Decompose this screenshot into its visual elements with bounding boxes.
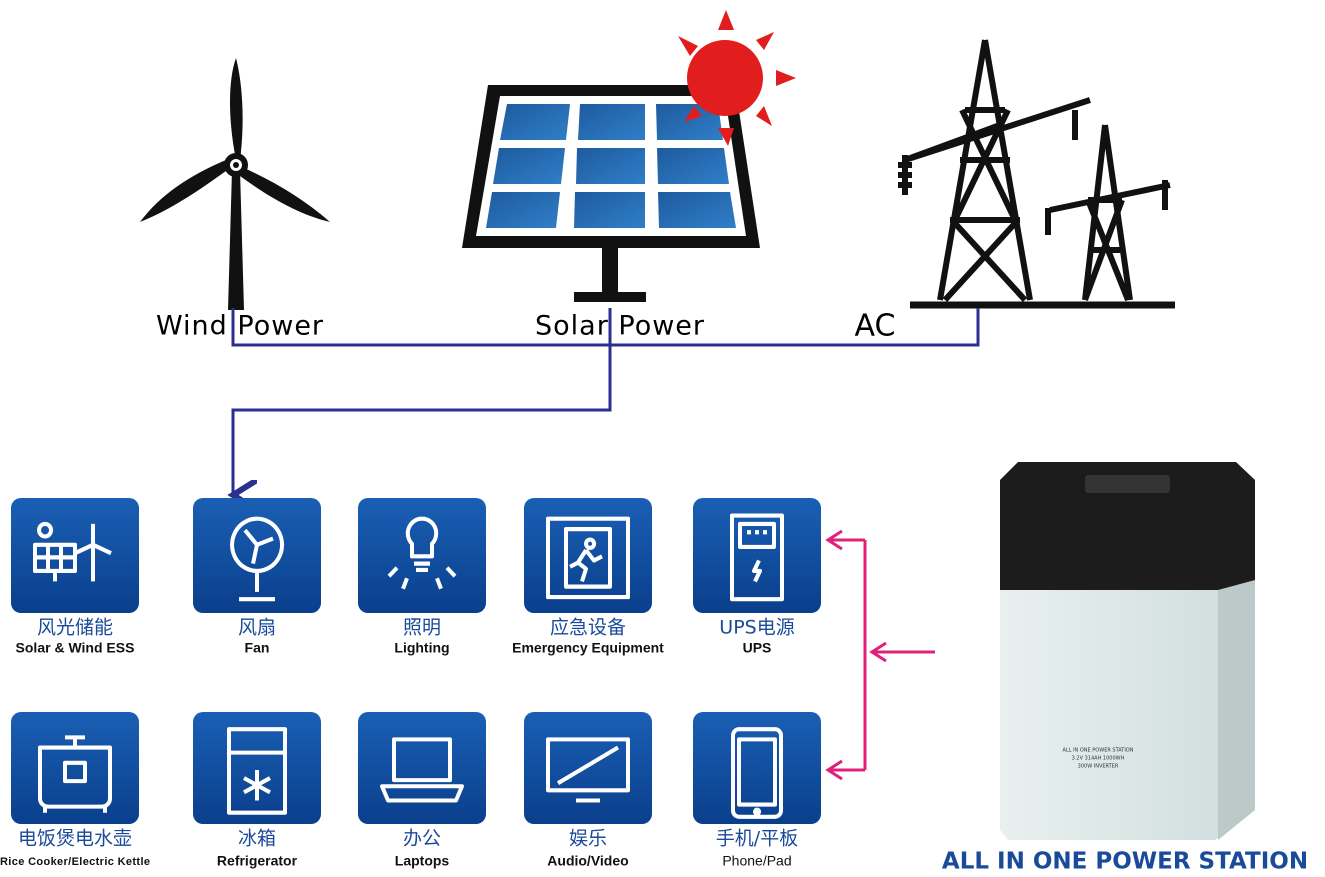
device-tile: 冰箱 Refrigerator: [193, 712, 321, 869]
device-name-en: Rice Cooker/Electric Kettle: [0, 856, 150, 868]
tile-bg: [358, 712, 486, 824]
device-name-zh: 应急设备: [550, 617, 626, 639]
source-label: Wind Power: [156, 311, 324, 342]
source-label: AC: [855, 309, 896, 344]
product-label: ALL IN ONE POWER STATION: [1062, 748, 1133, 754]
wind-turbine: [140, 58, 330, 310]
solar-panel: [462, 85, 760, 302]
device-name-en: Phone/Pad: [722, 853, 791, 869]
power-station: ALL IN ONE POWER STATION 3.2V 314AH 1000…: [1000, 462, 1255, 840]
device-name-zh: 电饭煲电水壶: [18, 828, 132, 850]
device-name-zh: UPS电源: [719, 617, 794, 639]
power-towers: [898, 40, 1175, 305]
device-name-zh: 办公: [403, 828, 441, 850]
device-tile: 手机/平板 Phone/Pad: [693, 712, 821, 869]
device-tile: 办公 Laptops: [358, 712, 486, 869]
device-name-en: Lighting: [394, 640, 449, 656]
device-name-en: Refrigerator: [217, 853, 298, 869]
device-name-en: Audio/Video: [547, 853, 628, 869]
product-title: ALL IN ONE POWER STATION: [942, 849, 1308, 875]
device-name-en: UPS: [743, 640, 772, 656]
device-tile: 电饭煲电水壶 Rice Cooker/Electric Kettle: [0, 712, 150, 868]
product-label: 3.2V 314AH 1000WH: [1072, 756, 1125, 762]
device-name-en: Emergency Equipment: [512, 640, 664, 656]
device-name-zh: 风光储能: [37, 617, 113, 639]
device-name-zh: 照明: [403, 617, 441, 639]
device-name-zh: 冰箱: [238, 828, 276, 850]
product-label: 300W INVERTER: [1078, 764, 1119, 770]
device-name-en: Laptops: [395, 853, 450, 869]
device-name-en: Solar & Wind ESS: [16, 640, 135, 656]
source-label: Solar Power: [535, 311, 705, 342]
device-name-zh: 手机/平板: [716, 828, 798, 850]
device-tile: 娱乐 Audio/Video: [524, 712, 652, 869]
tile-bg: [524, 712, 652, 824]
output-arrows: [828, 531, 935, 779]
diagram: Wind Power Solar Power AC 风光储能Solar & Wi…: [0, 0, 1325, 877]
device-name-en: Fan: [245, 640, 270, 656]
tile-bg: [193, 498, 321, 613]
device-name-zh: 风扇: [238, 617, 276, 639]
device-name-zh: 娱乐: [569, 828, 607, 850]
